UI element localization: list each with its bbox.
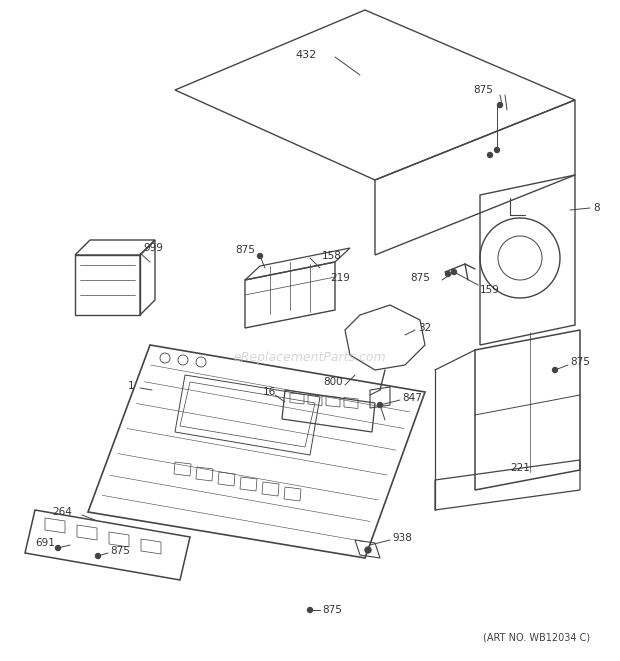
Text: 32: 32 <box>418 323 432 333</box>
Text: eReplacementParts.com: eReplacementParts.com <box>234 352 386 364</box>
Circle shape <box>378 403 383 407</box>
Text: 875: 875 <box>570 357 590 367</box>
Circle shape <box>308 607 312 613</box>
Text: 16: 16 <box>263 387 277 397</box>
Text: 875: 875 <box>410 273 430 283</box>
Text: 875: 875 <box>110 546 130 556</box>
Text: 432: 432 <box>295 50 316 60</box>
Text: 875: 875 <box>235 245 255 255</box>
Text: 847: 847 <box>402 393 422 403</box>
Text: 938: 938 <box>392 533 412 543</box>
Text: 159: 159 <box>480 285 500 295</box>
Text: 875: 875 <box>322 605 342 615</box>
Circle shape <box>495 147 500 153</box>
Text: 219: 219 <box>330 273 350 283</box>
Text: 800: 800 <box>323 377 343 387</box>
Text: 1: 1 <box>128 381 135 391</box>
Text: 999: 999 <box>143 243 163 253</box>
Text: 8: 8 <box>593 203 600 213</box>
Circle shape <box>497 102 502 108</box>
Circle shape <box>365 547 371 553</box>
Circle shape <box>446 272 451 276</box>
Text: 264: 264 <box>52 507 72 517</box>
Circle shape <box>552 368 557 373</box>
Circle shape <box>451 270 456 274</box>
Text: 158: 158 <box>322 251 342 261</box>
Circle shape <box>56 545 61 551</box>
Text: 691: 691 <box>35 538 55 548</box>
Circle shape <box>95 553 100 559</box>
Text: (ART NO. WB12034 C): (ART NO. WB12034 C) <box>483 632 590 642</box>
Text: 875: 875 <box>473 85 493 95</box>
Text: 221: 221 <box>510 463 530 473</box>
Circle shape <box>487 153 492 157</box>
Circle shape <box>257 254 262 258</box>
